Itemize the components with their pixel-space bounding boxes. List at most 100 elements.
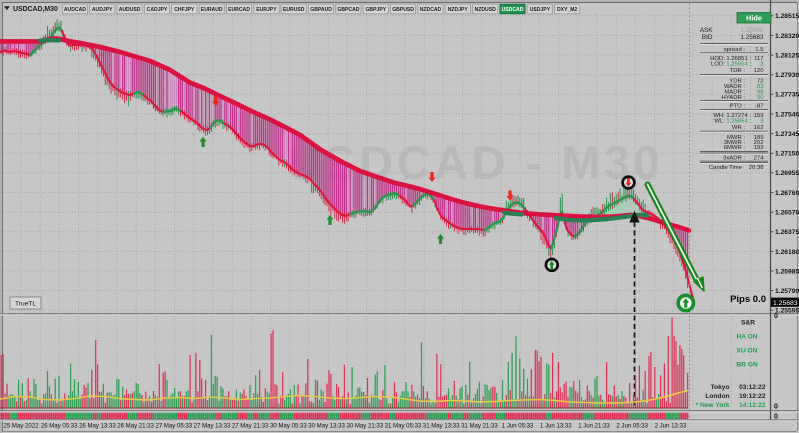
svg-text:1.26570: 1.26570: [775, 210, 799, 217]
svg-text:27 May 21:33: 27 May 21:33: [232, 424, 269, 430]
svg-text:Hide: Hide: [746, 13, 762, 22]
svg-text:274: 274: [754, 155, 765, 161]
svg-text:GBPAUD: GBPAUD: [310, 7, 332, 13]
svg-text:USDCAD - M30: USDCAD - M30: [287, 136, 663, 189]
svg-text:162: 162: [754, 125, 764, 131]
svg-text:26 May 05:33: 26 May 05:33: [41, 424, 78, 430]
svg-text:MWR :: MWR :: [727, 135, 745, 141]
svg-text:1.25985: 1.25985: [775, 268, 799, 275]
svg-text:spread :: spread :: [724, 47, 746, 53]
svg-text:14:12:22: 14:12:22: [739, 402, 766, 409]
svg-text:1.26375: 1.26375: [775, 229, 799, 236]
svg-text:1.5: 1.5: [755, 47, 764, 53]
svg-text:WR :: WR :: [732, 125, 745, 131]
svg-text:31 May 05:33: 31 May 05:33: [385, 424, 422, 430]
svg-text:CHFJPY: CHFJPY: [174, 7, 195, 13]
svg-text:90: 90: [757, 95, 764, 101]
svg-text:USDJPY: USDJPY: [530, 7, 551, 13]
svg-text:PTO :: PTO :: [730, 103, 746, 109]
svg-text:117: 117: [754, 56, 763, 62]
svg-text:GBPJPY: GBPJPY: [365, 7, 386, 13]
svg-text:HYADR :: HYADR :: [722, 95, 746, 101]
svg-text:3: 3: [760, 118, 764, 124]
svg-text:0: 0: [774, 313, 778, 320]
svg-text:EURJPY: EURJPY: [256, 7, 277, 13]
svg-text:EURCAD: EURCAD: [228, 7, 250, 13]
svg-text:DXY_M2: DXY_M2: [557, 7, 578, 13]
svg-text:TrueTL: TrueTL: [15, 301, 36, 308]
svg-text:1 Jun 05:33: 1 Jun 05:33: [502, 424, 534, 430]
svg-text:31 May 13:33: 31 May 13:33: [423, 424, 460, 430]
svg-text:AUDUSD: AUDUSD: [119, 7, 141, 13]
svg-text:30 May 21:33: 30 May 21:33: [346, 424, 383, 430]
svg-text:26 May 21:33: 26 May 21:33: [117, 424, 154, 430]
svg-text:EURAUD: EURAUD: [201, 7, 223, 13]
svg-text:25 May 2022: 25 May 2022: [4, 424, 40, 430]
svg-text:WH: 1.27274 :: WH: 1.27274 :: [713, 113, 751, 119]
svg-text:189: 189: [754, 135, 764, 141]
svg-text:London: London: [705, 393, 729, 400]
svg-text:3MWR :: 3MWR :: [724, 140, 746, 146]
svg-text:1 Jun 21:33: 1 Jun 21:33: [578, 424, 610, 430]
svg-text:2 Jun 13:33: 2 Jun 13:33: [655, 424, 687, 430]
svg-text:1.25595: 1.25595: [775, 308, 799, 315]
svg-text:AUDJPY: AUDJPY: [92, 7, 113, 13]
svg-text:1.28515: 1.28515: [775, 13, 799, 20]
svg-text:1.25790: 1.25790: [775, 288, 799, 295]
svg-text:1.28125: 1.28125: [775, 53, 799, 60]
svg-text:1.25698: 1.25698: [740, 27, 764, 34]
svg-text:27 May 05:33: 27 May 05:33: [155, 424, 192, 430]
svg-text:0: 0: [774, 404, 778, 411]
svg-text:HOD: 1.26851 :: HOD: 1.26851 :: [710, 56, 751, 62]
svg-text:1 Jun 13:33: 1 Jun 13:33: [540, 424, 572, 430]
svg-text:159: 159: [754, 113, 764, 119]
svg-text:-87: -87: [755, 103, 764, 109]
svg-text:USDCAD,M30: USDCAD,M30: [13, 6, 58, 13]
svg-text:Tokyo: Tokyo: [711, 384, 730, 391]
svg-text:AUDCAD: AUDCAD: [64, 7, 86, 13]
svg-text:1.26955: 1.26955: [775, 170, 799, 177]
svg-text:YDR :: YDR :: [729, 79, 745, 85]
svg-text:Candle Time: Candle Time: [709, 165, 743, 171]
svg-text:GBPCAD: GBPCAD: [337, 7, 359, 13]
svg-text:1.26760: 1.26760: [775, 190, 799, 197]
svg-text:1.27930: 1.27930: [775, 72, 799, 79]
svg-text:30 May 05:33: 30 May 05:33: [270, 424, 307, 430]
svg-text:3xADR :: 3xADR :: [723, 155, 745, 161]
svg-text:83: 83: [757, 84, 764, 90]
svg-text:26 May 13:33: 26 May 13:33: [79, 424, 116, 430]
svg-text:72: 72: [757, 79, 764, 85]
svg-text:0: 0: [774, 414, 778, 421]
svg-text:LOD: 1.25654 :: LOD: 1.25654 :: [711, 62, 751, 68]
svg-text:19:12:22: 19:12:22: [739, 393, 766, 400]
svg-text:03:12:22: 03:12:22: [739, 384, 766, 391]
svg-text:3: 3: [760, 62, 764, 68]
svg-text:193: 193: [754, 145, 765, 151]
svg-text:30 May 13:33: 30 May 13:33: [308, 424, 345, 430]
svg-text:98: 98: [757, 89, 764, 95]
svg-text:ASK: ASK: [700, 27, 714, 34]
svg-text:MADR :: MADR :: [724, 89, 745, 95]
svg-text:BR ON: BR ON: [736, 362, 757, 369]
svg-text:XU ON: XU ON: [737, 348, 758, 355]
svg-text:1.27345: 1.27345: [775, 131, 799, 138]
svg-text:GBPUSD: GBPUSD: [392, 7, 414, 13]
svg-text:TDR :: TDR :: [730, 68, 746, 74]
svg-text:1.28320: 1.28320: [775, 33, 799, 40]
svg-text:NZDCAD: NZDCAD: [420, 7, 442, 13]
svg-text:USDCAD: USDCAD: [502, 7, 524, 13]
svg-text:20:38: 20:38: [749, 165, 764, 171]
svg-text:120: 120: [754, 68, 765, 74]
svg-text:* New York: * New York: [696, 402, 730, 409]
svg-text:WL: 1.25654 :: WL: 1.25654 :: [714, 118, 751, 124]
svg-text:202: 202: [754, 140, 764, 146]
svg-text:EURUSD: EURUSD: [283, 7, 305, 13]
svg-text:6MWR :: 6MWR :: [724, 145, 746, 151]
svg-text:NZDUSD: NZDUSD: [475, 7, 497, 13]
svg-text:S&R: S&R: [741, 320, 755, 327]
svg-text:WADR :: WADR :: [724, 84, 745, 90]
svg-text:NZDJPY: NZDJPY: [448, 7, 469, 13]
svg-text:31 May 21:33: 31 May 21:33: [461, 424, 498, 430]
svg-text:27 May 13:33: 27 May 13:33: [194, 424, 231, 430]
svg-text:CADJPY: CADJPY: [147, 7, 168, 13]
